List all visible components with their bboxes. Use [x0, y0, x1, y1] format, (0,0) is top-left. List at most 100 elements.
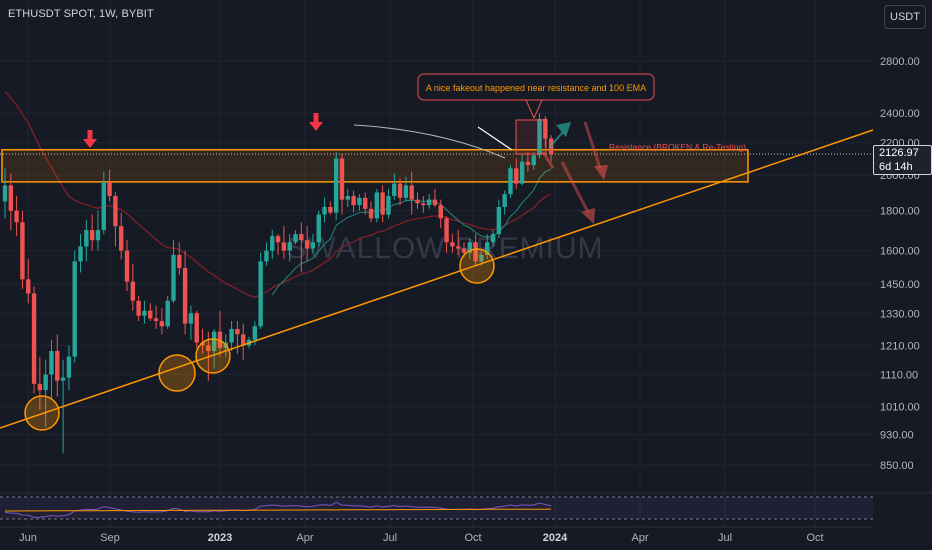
price-axis[interactable]: 2800.002400.002200.002000.001800.001600.…: [873, 0, 932, 550]
price-axis-background: [873, 0, 932, 550]
candle-body: [26, 279, 31, 294]
candle-body: [188, 313, 194, 324]
price-tick-label: 930.00: [880, 430, 914, 442]
last-price-value: 2126.97: [879, 147, 919, 159]
projection-down-arrow: [594, 165, 608, 180]
candle-body: [461, 248, 467, 253]
candle-body: [60, 377, 66, 381]
candle-body: [159, 321, 165, 327]
candle-body: [270, 236, 275, 251]
candle-body: [304, 240, 310, 249]
candle-body: [275, 236, 281, 243]
candle-body: [171, 254, 176, 301]
candle-body: [345, 195, 350, 200]
candle-body: [514, 168, 519, 184]
candle-body: [136, 300, 141, 316]
candle-body: [20, 222, 25, 280]
candle-body: [124, 250, 130, 282]
fakeout-curve: [353, 124, 506, 159]
candle-body: [444, 218, 449, 243]
candle-body: [328, 206, 333, 213]
price-tick-label: 1330.00: [880, 308, 920, 320]
candle-body: [455, 246, 461, 249]
drawings: A nice fakeout happened near resistance …: [0, 73, 874, 431]
price-tick-label: 1210.00: [880, 340, 920, 352]
candle-body: [473, 242, 478, 262]
candle-body: [485, 242, 490, 255]
time-tick-label: Oct: [464, 532, 481, 544]
candle-body: [392, 183, 397, 196]
candle-body: [432, 199, 438, 206]
bar-countdown: 6d 14h: [879, 161, 913, 173]
candle-body: [66, 356, 72, 378]
time-tick-label: Apr: [296, 532, 313, 544]
projection-down-arrow: [541, 151, 555, 169]
candle-body: [49, 350, 54, 375]
candle-body: [235, 328, 240, 335]
candle-body: [153, 318, 159, 322]
candles: [2, 113, 554, 454]
projection-up-arrow: [556, 122, 571, 137]
projection-down-arrow: [583, 121, 602, 169]
candle-body: [281, 242, 287, 251]
time-tick-label: Jun: [19, 532, 37, 544]
candle-body: [182, 268, 188, 324]
price-tick-label: 1110.00: [880, 370, 918, 382]
candle-body: [14, 210, 19, 223]
candle-body: [363, 197, 368, 209]
candle-body: [339, 158, 345, 200]
time-tick-label: 2024: [543, 532, 568, 544]
candle-body: [438, 205, 443, 219]
candle-body: [397, 183, 403, 198]
time-tick-label: Oct: [806, 532, 823, 544]
candle-body: [72, 261, 77, 357]
down-arrow-marker: [87, 130, 93, 139]
candle-body: [310, 242, 316, 249]
candle-body: [113, 195, 118, 227]
projection-up-arrow: [548, 131, 564, 149]
callout-pointer: [525, 99, 543, 120]
projection-down-arrow: [581, 208, 595, 224]
candle-body: [8, 185, 14, 211]
candle-body: [450, 242, 455, 247]
symbol-title[interactable]: ETHUSDT SPOT, 1W, BYBIT: [8, 8, 154, 20]
candle-body: [496, 206, 502, 235]
currency-button[interactable]: USDT: [884, 5, 926, 29]
resistance-label: Resistance (BROKEN & Re-Testing): [609, 142, 746, 152]
candle-body: [31, 293, 37, 384]
candle-body: [426, 199, 432, 206]
candle-body: [119, 226, 124, 251]
candle-body: [55, 350, 60, 381]
candle-body: [264, 250, 269, 262]
price-tick-label: 1800.00: [880, 206, 920, 218]
time-tick-label: 2023: [208, 532, 232, 544]
price-tick-label: 1600.00: [880, 246, 920, 258]
candle-body: [374, 192, 380, 219]
bounce-circle: [195, 338, 231, 374]
candle-body: [37, 383, 43, 391]
candle-body: [84, 230, 89, 247]
price-tick-label: 1450.00: [880, 279, 920, 291]
oscillator-signal-line: [5, 508, 552, 512]
candle-body: [194, 313, 199, 343]
candle-body: [165, 300, 170, 327]
candle-body: [467, 242, 472, 253]
fakeout-arrow: [477, 126, 513, 151]
candle-body: [258, 261, 263, 327]
candle-body: [89, 230, 95, 241]
time-tick-label: Apr: [631, 532, 648, 544]
time-axis[interactable]: Jun Sep 2023 Apr Jul Oct 2024 Apr Jul Oct: [0, 526, 873, 544]
candle-body: [351, 195, 356, 206]
candle-body: [357, 197, 362, 206]
resistance-zone-box: [1, 148, 749, 183]
support-trendline: [0, 129, 874, 429]
candle-body: [293, 234, 298, 243]
candle-body: [333, 158, 339, 213]
bounce-circle: [158, 354, 196, 392]
candle-body: [130, 281, 136, 301]
candle-body: [479, 254, 484, 262]
candle-body: [95, 230, 101, 241]
candle-body: [531, 155, 536, 166]
